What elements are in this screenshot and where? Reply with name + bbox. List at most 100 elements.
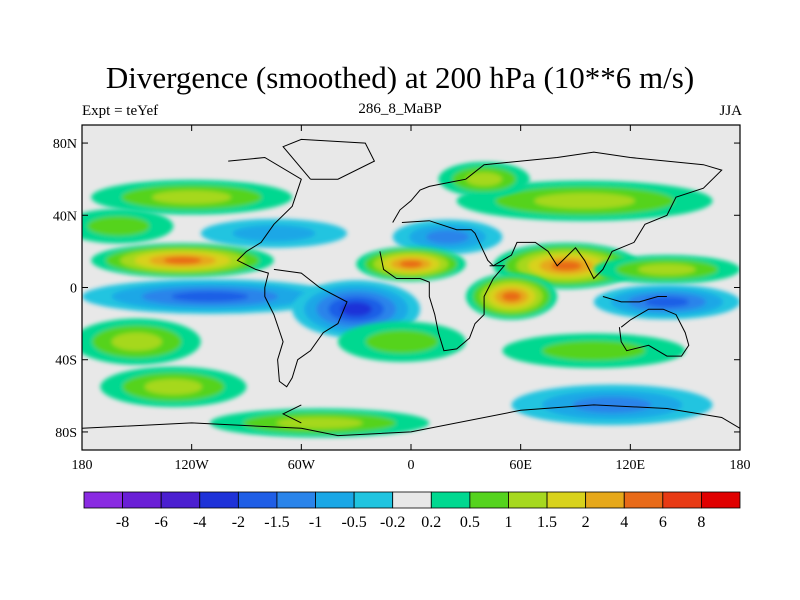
colorbar-label: -2 [232, 514, 245, 531]
colorbar-swatch [585, 491, 625, 509]
x-tick-label: 120W [175, 458, 210, 473]
field-blob [438, 161, 530, 197]
x-tick-label: 180 [72, 458, 93, 473]
field-blob [593, 284, 740, 320]
coastline-segment [281, 404, 302, 424]
experiment-label: Expt = teYef [82, 103, 159, 119]
colorbar-swatch [237, 491, 278, 509]
field-contour-level [87, 216, 150, 236]
y-tick-label: 80N [53, 137, 77, 152]
colorbar-swatch [392, 491, 432, 509]
x-tick-label: 60W [288, 458, 316, 473]
y-tick-label: 0 [70, 282, 77, 297]
coastline-segment [379, 251, 506, 352]
x-tick-label: 180 [730, 458, 751, 473]
field-blob [82, 279, 338, 314]
divergence-field [82, 161, 740, 438]
field-contour-level [466, 172, 503, 186]
colorbar-label: 0.5 [460, 514, 480, 531]
coastline-segment [602, 296, 667, 303]
x-tick-label: 120E [616, 458, 646, 473]
field-contour-level [365, 330, 439, 354]
field-blob [392, 219, 503, 255]
field-contour-level [232, 225, 316, 242]
colorbar-label: 1 [504, 514, 512, 531]
colorbar-label: 8 [697, 514, 705, 531]
field-contour-level [534, 192, 636, 209]
colorbar: -8 -6 -4 -2 -1.5 -1 -0.5 -0.2 0.2 0.5 1 1.5 2 4 6 8 [83, 491, 741, 531]
field-blob [456, 180, 713, 222]
x-tick-label: 0 [408, 458, 415, 473]
y-tick-label: 80S [55, 426, 77, 441]
field-contour-level [425, 230, 470, 244]
coastline-segment [282, 138, 376, 180]
field-contour-level [171, 291, 249, 302]
colorbar-swatch [160, 491, 201, 509]
colorbar-label: -4 [193, 514, 206, 531]
field-blob [292, 280, 421, 339]
colorbar-label: -0.2 [380, 514, 405, 531]
field-contour-level [144, 378, 203, 395]
colorbar-swatch [315, 491, 355, 509]
colorbar-swatch [546, 491, 587, 509]
field-blob [82, 208, 174, 244]
x-axis: 180 120W 60W 0 60E 120E 180 [72, 125, 751, 473]
field-contour-level [276, 417, 363, 429]
colorbar-swatch [276, 491, 316, 509]
field-contour-level [502, 291, 521, 302]
colorbar-swatch [469, 491, 509, 509]
coastline-segment [618, 308, 690, 357]
field-contour-level [572, 396, 652, 413]
colorbar-swatch [83, 491, 123, 509]
coastlines [82, 138, 740, 437]
field-blob [209, 408, 430, 438]
colorbar-swatch [623, 491, 664, 509]
colorbar-swatch [430, 491, 471, 509]
colorbar-label: -1 [309, 514, 322, 531]
colorbar-swatch [122, 491, 162, 509]
period-label: 286_8_MaBP [358, 101, 442, 117]
field-contour-level [644, 296, 689, 308]
field-blob [91, 243, 274, 278]
colorbar-swatch [199, 491, 239, 509]
field-blob [200, 218, 348, 248]
field-blob [593, 255, 740, 284]
colorbar-label: -8 [116, 514, 129, 531]
x-tick-label: 60E [509, 458, 532, 473]
coastline-segment [228, 156, 348, 388]
colorbar-swatch [662, 491, 702, 509]
colorbar-label: 1.5 [537, 514, 557, 531]
plot-title: Divergence (smoothed) at 200 hPa (10**6 … [105, 60, 695, 95]
colorbar-swatch [508, 491, 548, 509]
field-contour-level [551, 261, 582, 271]
field-contour-level [152, 190, 232, 205]
field-contour-level [340, 302, 372, 317]
colorbar-label: 6 [659, 514, 667, 531]
field-contour-level [111, 332, 163, 351]
y-tick-label: 40S [55, 354, 77, 369]
colorbar-label: -6 [155, 514, 168, 531]
colorbar-label: 2 [582, 514, 590, 531]
colorbar-label: -1.5 [264, 514, 289, 531]
field-contour-level [163, 256, 202, 264]
field-contour-level [399, 260, 423, 268]
colorbar-label: 4 [620, 514, 628, 531]
colorbar-label: 0.2 [421, 514, 441, 531]
coastline-segment [82, 404, 740, 437]
field-blob [337, 321, 466, 362]
y-axis: 80N 40N 0 40S 80S [53, 137, 740, 441]
season-label: JJA [719, 103, 742, 119]
field-blob [511, 384, 713, 426]
field-blob [100, 366, 247, 408]
field-contour-level [638, 263, 696, 276]
field-blob [91, 179, 293, 215]
field-contour-level [542, 340, 646, 361]
colorbar-swatch [353, 491, 394, 509]
field-blob [465, 273, 558, 320]
colorbar-label: -0.5 [341, 514, 366, 531]
field-blob [502, 333, 686, 369]
field-blob [356, 246, 466, 282]
colorbar-swatch [701, 491, 741, 509]
y-tick-label: 40N [53, 209, 77, 224]
